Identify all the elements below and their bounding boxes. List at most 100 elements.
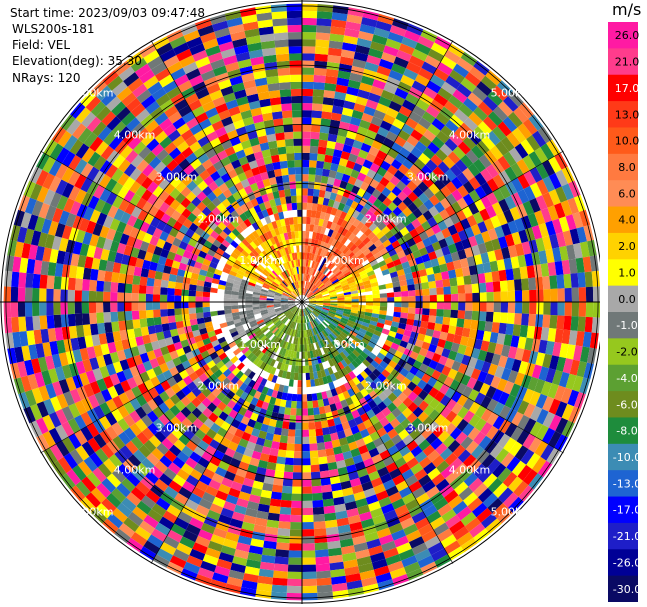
ppi-gate bbox=[509, 147, 523, 163]
ppi-gate bbox=[388, 347, 397, 356]
ppi-gate bbox=[117, 172, 130, 186]
ppi-gate bbox=[338, 63, 353, 73]
ppi-gate bbox=[192, 175, 204, 186]
ppi-gate bbox=[230, 384, 240, 394]
ppi-gate bbox=[259, 453, 270, 462]
ppi-gate bbox=[480, 408, 493, 422]
ppi-gate bbox=[266, 192, 275, 201]
ppi-gate bbox=[68, 325, 78, 339]
ppi-gate bbox=[302, 344, 305, 352]
ppi-gate bbox=[428, 234, 439, 245]
ppi-gate bbox=[331, 319, 339, 326]
ppi-gate bbox=[296, 288, 300, 296]
ppi-gate bbox=[139, 240, 150, 252]
ppi-gate bbox=[205, 45, 221, 57]
ppi-gate bbox=[21, 345, 31, 362]
ppi-gate bbox=[428, 280, 437, 289]
ppi-gate bbox=[294, 344, 298, 352]
ppi-gate bbox=[445, 205, 456, 217]
ppi-gate bbox=[331, 582, 348, 592]
colorbar-swatch bbox=[608, 180, 638, 208]
ppi-gate bbox=[137, 209, 149, 222]
ppi-gate bbox=[273, 303, 281, 305]
ppi-gate bbox=[248, 264, 256, 271]
ppi-gate bbox=[325, 205, 333, 215]
ppi-gate bbox=[276, 330, 283, 338]
ppi-gate bbox=[364, 531, 379, 543]
ppi-gate bbox=[28, 244, 38, 260]
ppi-gate bbox=[111, 468, 127, 483]
ppi-gate bbox=[439, 143, 453, 157]
ppi-gate bbox=[271, 252, 278, 261]
ppi-gate bbox=[210, 364, 220, 374]
ppi-gate bbox=[269, 396, 277, 405]
ppi-gate bbox=[316, 298, 324, 301]
ppi-gate bbox=[294, 429, 302, 437]
ppi-gate bbox=[161, 154, 174, 167]
ppi-gate bbox=[182, 375, 193, 386]
ppi-gate bbox=[241, 431, 252, 442]
ppi-gate bbox=[424, 55, 441, 69]
ppi-gate bbox=[496, 508, 513, 524]
ppi-gate bbox=[194, 367, 205, 378]
ppi-gate bbox=[282, 478, 293, 487]
ppi-gate bbox=[470, 368, 482, 380]
ppi-gate bbox=[343, 382, 352, 391]
ppi-gate bbox=[259, 561, 275, 571]
ppi-gate bbox=[334, 240, 341, 249]
ppi-gate bbox=[502, 116, 518, 133]
ppi-gate bbox=[402, 158, 414, 170]
ppi-gate bbox=[244, 566, 260, 576]
ppi-gate bbox=[164, 398, 175, 410]
ppi-gate bbox=[592, 302, 600, 318]
ppi-gate bbox=[227, 169, 238, 179]
ppi-gate bbox=[401, 296, 409, 302]
ppi-gate bbox=[121, 111, 136, 127]
ppi-gate bbox=[542, 192, 555, 208]
ppi-gate bbox=[514, 313, 522, 325]
ppi-gate bbox=[348, 333, 356, 340]
ppi-gate bbox=[315, 32, 331, 41]
ppi-gate bbox=[411, 48, 428, 62]
ppi-gate bbox=[401, 302, 409, 308]
ppi-gate bbox=[190, 158, 202, 170]
ppi-gate bbox=[195, 255, 205, 264]
ppi-gate bbox=[326, 140, 336, 150]
ppi-gate bbox=[293, 336, 297, 345]
ppi-gate bbox=[421, 314, 430, 322]
ppi-gate bbox=[235, 444, 246, 455]
ppi-gate bbox=[203, 355, 213, 364]
ppi-gate bbox=[261, 270, 269, 277]
ppi-gate bbox=[346, 276, 354, 282]
ppi-gate bbox=[278, 347, 285, 356]
ppi-gate bbox=[284, 341, 289, 350]
ppi-gate bbox=[218, 182, 229, 193]
ppi-gate bbox=[204, 342, 214, 351]
ppi-gate bbox=[484, 351, 495, 364]
ppi-gate bbox=[311, 393, 318, 401]
ppi-gate bbox=[126, 377, 138, 390]
ppi-gate bbox=[130, 57, 148, 72]
ppi-gate bbox=[262, 363, 270, 372]
ppi-gate bbox=[571, 302, 580, 317]
ppi-gate bbox=[342, 204, 351, 214]
ppi-gate bbox=[350, 169, 360, 179]
ppi-gate bbox=[523, 170, 537, 186]
ppi-gate bbox=[446, 261, 455, 271]
ppi-gate bbox=[293, 315, 297, 322]
ppi-gate bbox=[376, 166, 388, 177]
ppi-gate bbox=[387, 201, 398, 212]
ppi-gate bbox=[335, 386, 343, 395]
ppi-gate bbox=[208, 113, 222, 125]
ppi-gate bbox=[151, 503, 167, 517]
ppi-gate bbox=[462, 206, 473, 219]
ppi-gate bbox=[292, 238, 297, 246]
ppi-gate bbox=[427, 171, 440, 184]
ppi-gate bbox=[456, 318, 465, 328]
ppi-gate bbox=[228, 569, 245, 580]
range-ring-label: 3.00km bbox=[156, 170, 198, 183]
ppi-gate bbox=[371, 263, 380, 271]
ppi-gate bbox=[269, 448, 279, 457]
ppi-gate bbox=[457, 284, 466, 294]
ppi-gate bbox=[432, 425, 445, 438]
